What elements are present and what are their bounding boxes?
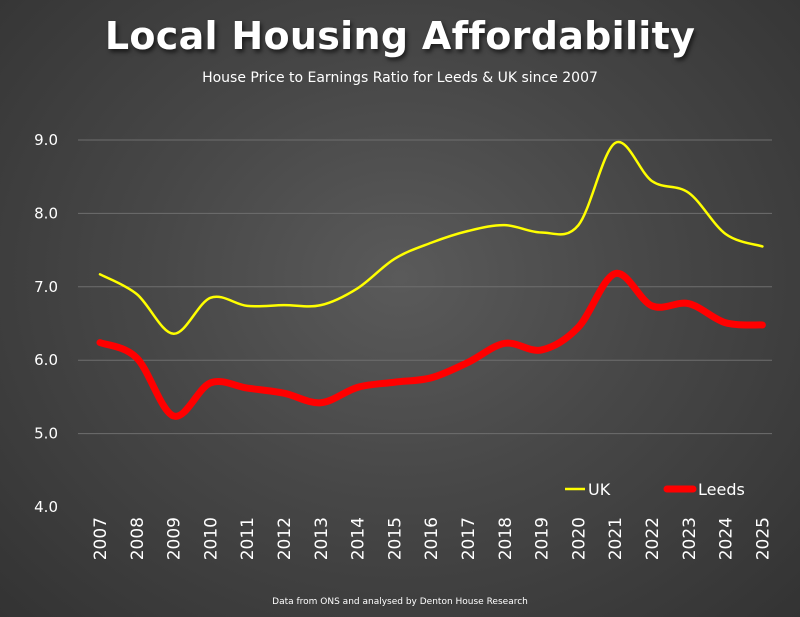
legend: UK Leeds (565, 480, 745, 499)
x-tick-label: 2018 (496, 517, 516, 560)
series-line-uk (98, 140, 764, 336)
chart-title: Local Housing Affordability (104, 14, 696, 58)
x-axis-ticks: 2007 2008 2009 2010 2011 2012 2013 2014 2015 2016… (91, 517, 773, 560)
x-tick-label: 2009 (165, 517, 185, 560)
legend-label: UK (588, 480, 611, 499)
chart-subtitle: House Price to Earnings Ratio for Leeds … (202, 70, 598, 86)
x-tick-label: 2017 (459, 517, 479, 560)
series-line-leeds (96, 270, 766, 420)
x-tick-label: 2025 (753, 517, 773, 560)
source-note: Data from ONS and analysed by Denton Hou… (272, 597, 528, 607)
x-tick-label: 2019 (533, 517, 553, 560)
y-tick-label: 7.0 (34, 278, 58, 296)
x-tick-label: 2008 (128, 517, 148, 560)
x-tick-label: 2016 (422, 517, 442, 560)
x-tick-label: 2015 (385, 517, 405, 560)
x-tick-label: 2021 (606, 517, 626, 560)
x-tick-label: 2014 (349, 517, 369, 560)
x-tick-label: 2023 (680, 517, 700, 560)
y-tick-label: 5.0 (34, 425, 58, 443)
y-tick-label: 4.0 (34, 498, 58, 516)
gridlines (78, 139, 772, 435)
x-tick-label: 2012 (275, 517, 295, 560)
series-lines (96, 140, 766, 420)
x-tick-label: 2010 (201, 517, 221, 560)
x-tick-label: 2024 (717, 517, 737, 560)
y-axis-ticks: 4.0 5.0 6.0 7.0 8.0 9.0 (34, 131, 58, 516)
x-tick-label: 2022 (643, 517, 663, 560)
x-tick-label: 2013 (312, 517, 332, 560)
y-tick-label: 8.0 (34, 204, 58, 222)
x-tick-label: 2011 (238, 517, 258, 560)
y-tick-label: 6.0 (34, 351, 58, 369)
y-tick-label: 9.0 (34, 131, 58, 149)
legend-label: Leeds (698, 480, 745, 499)
x-tick-label: 2007 (91, 517, 111, 560)
x-tick-label: 2020 (569, 517, 589, 560)
